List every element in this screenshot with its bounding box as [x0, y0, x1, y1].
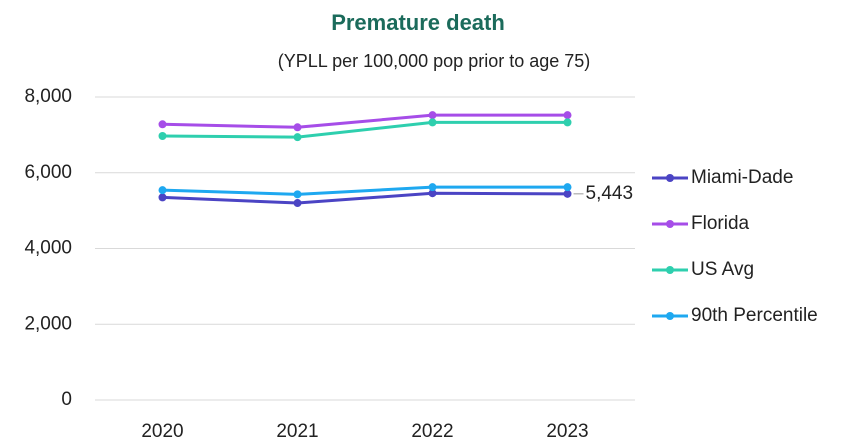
- data-point: [293, 199, 302, 208]
- legend-marker: [666, 312, 674, 320]
- data-point: [293, 133, 302, 142]
- data-point: [158, 186, 167, 195]
- data-point: [428, 189, 437, 198]
- chart-title: Premature death: [331, 10, 505, 35]
- data-point: [293, 123, 302, 132]
- y-tick-label: 2,000: [24, 313, 72, 334]
- x-tick-label: 2021: [276, 421, 318, 442]
- data-point: [293, 190, 302, 199]
- y-tick-label: 4,000: [24, 238, 72, 259]
- data-point: [428, 118, 437, 127]
- data-point: [563, 183, 572, 192]
- data-label: 5,443: [586, 183, 634, 204]
- legend-label: Florida: [691, 213, 750, 234]
- data-point: [428, 111, 437, 120]
- legend-label: US Avg: [691, 259, 754, 280]
- legend-label: Miami-Dade: [691, 167, 793, 188]
- y-tick-label: 8,000: [24, 86, 72, 107]
- series-line: [162, 120, 568, 139]
- legend-marker: [666, 174, 674, 182]
- chart-subtitle: (YPLL per 100,000 pop prior to age 75): [278, 51, 591, 71]
- y-tick-label: 0: [61, 389, 72, 410]
- series-line: [162, 191, 568, 205]
- x-tick-label: 2020: [141, 421, 183, 442]
- data-point: [428, 183, 437, 192]
- legend-marker: [666, 266, 674, 274]
- data-point: [158, 120, 167, 129]
- legend-marker: [666, 220, 674, 228]
- series-line: [162, 185, 568, 196]
- x-tick-label: 2022: [411, 421, 453, 442]
- legend-label: 90th Percentile: [691, 305, 818, 326]
- x-tick-label: 2023: [546, 421, 588, 442]
- series-line: [162, 113, 568, 129]
- data-point: [158, 132, 167, 141]
- data-point: [158, 193, 167, 202]
- y-tick-label: 6,000: [24, 162, 72, 183]
- data-point: [563, 189, 572, 198]
- data-point: [563, 111, 572, 120]
- data-point: [563, 118, 572, 127]
